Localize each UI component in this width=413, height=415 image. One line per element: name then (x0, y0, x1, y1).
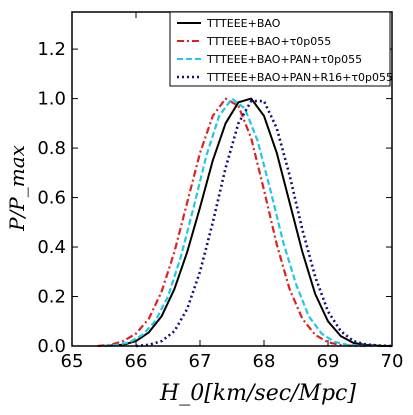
y-tick-label: 0.8 (37, 138, 66, 159)
plot-lines (97, 97, 393, 348)
y-tick-label: 1.2 (37, 39, 66, 60)
legend: TTTEEE+BAO TTTEEE+BAO+τ0p055 TTTEEE+BAO+PA… (169, 11, 393, 87)
x-tick-label: 70 (381, 351, 404, 372)
x-tick-label: 65 (61, 351, 84, 372)
x-tick-label: 66 (125, 351, 148, 372)
x-tick-label: 69 (317, 351, 340, 372)
legend-label: TTTEEE+BAO+τ0p055 (206, 35, 331, 48)
series-line-1 (103, 97, 393, 347)
y-tick-label: 0.0 (37, 336, 66, 357)
x-tick-label: 68 (253, 351, 276, 372)
series-line-3 (103, 97, 373, 348)
y-tick-label: 0.6 (37, 188, 66, 209)
y-tick-label: 0.4 (37, 237, 66, 258)
x-axis-label: H_0[km/sec/Mpc] (159, 381, 356, 406)
y-tick-label: 1.0 (37, 89, 66, 110)
legend-box (169, 11, 391, 87)
legend-label: TTTEEE+BAO+PAN+τ0p055 (206, 53, 362, 66)
x-axis: 65 66 67 68 69 70 (61, 12, 404, 372)
y-tick-label: 0.2 (37, 287, 66, 308)
x-tick-label: 67 (189, 351, 212, 372)
legend-label: TTTEEE+BAO (206, 17, 281, 30)
y-axis-label: P/P_max (5, 145, 29, 232)
legend-label: TTTEEE+BAO+PAN+R16+τ0p055 (206, 71, 393, 84)
series-line-4 (135, 99, 393, 348)
series-line-2 (97, 97, 367, 348)
y-axis: 0.0 0.2 0.4 0.6 0.8 1.0 1.2 (37, 39, 392, 357)
